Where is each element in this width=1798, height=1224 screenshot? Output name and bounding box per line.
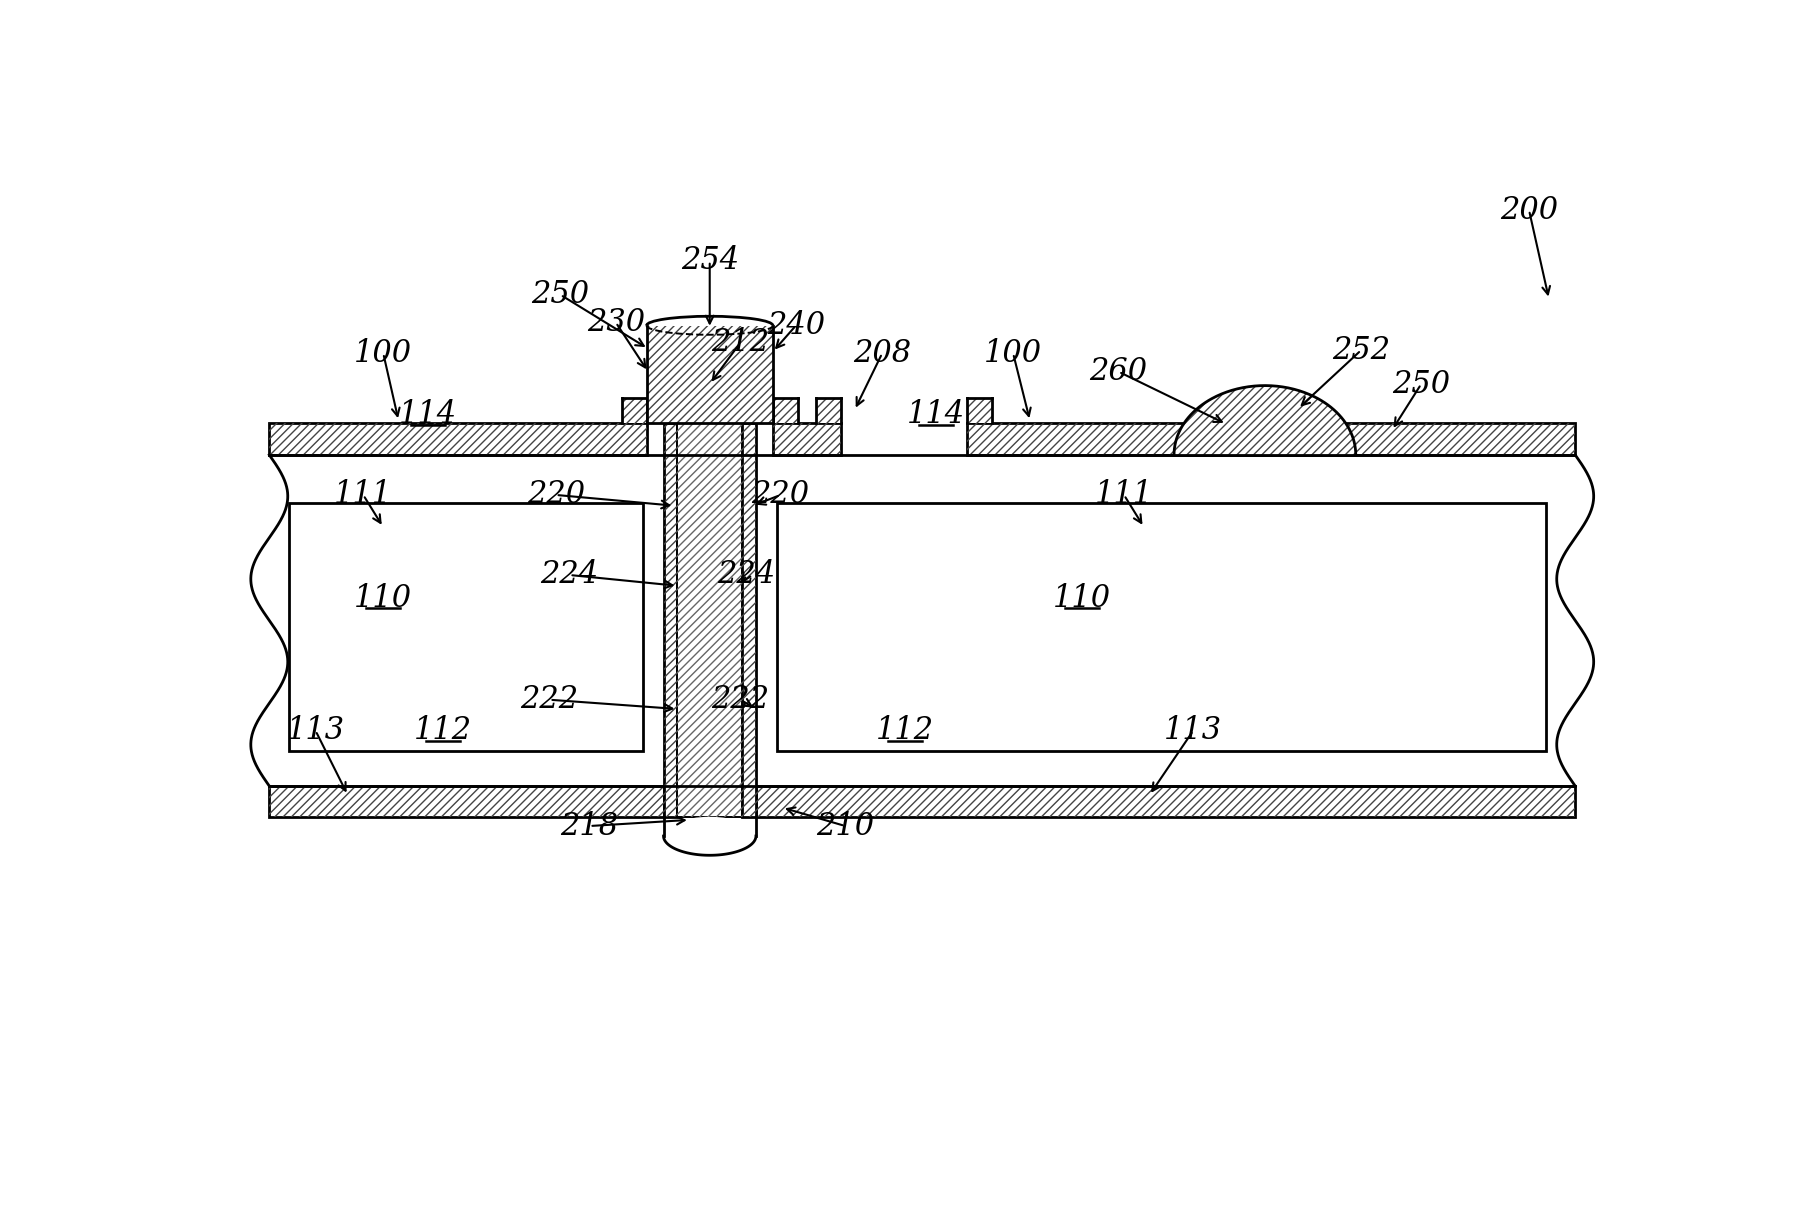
Text: 220: 220 bbox=[752, 480, 809, 510]
Text: 254: 254 bbox=[681, 245, 739, 277]
Text: 113: 113 bbox=[286, 715, 345, 747]
Bar bbox=[967, 398, 991, 422]
Bar bbox=[816, 398, 841, 422]
Bar bbox=[773, 398, 798, 422]
Bar bbox=[270, 786, 663, 816]
Text: 110: 110 bbox=[354, 583, 412, 613]
Bar bbox=[755, 786, 1575, 816]
Text: 240: 240 bbox=[768, 310, 825, 341]
Bar bbox=[270, 422, 647, 455]
Text: 224: 224 bbox=[541, 559, 599, 590]
Text: 260: 260 bbox=[1090, 356, 1147, 387]
Bar bbox=[647, 326, 773, 422]
Text: 100: 100 bbox=[354, 338, 412, 368]
Bar bbox=[622, 398, 647, 422]
Bar bbox=[967, 398, 991, 422]
Text: 222: 222 bbox=[712, 684, 770, 715]
Bar bbox=[967, 422, 1575, 455]
Text: 250: 250 bbox=[1392, 368, 1451, 399]
Bar bbox=[773, 422, 841, 455]
Bar bbox=[663, 422, 678, 816]
Ellipse shape bbox=[663, 816, 755, 856]
Text: 100: 100 bbox=[984, 338, 1043, 368]
Bar bbox=[622, 398, 647, 422]
Text: 111: 111 bbox=[334, 480, 392, 510]
Text: 230: 230 bbox=[586, 307, 645, 338]
Text: 220: 220 bbox=[527, 480, 584, 510]
Bar bbox=[678, 422, 743, 816]
Bar bbox=[270, 786, 663, 816]
Text: 218: 218 bbox=[561, 810, 619, 842]
Bar bbox=[773, 398, 798, 422]
Bar bbox=[678, 422, 743, 816]
Text: 110: 110 bbox=[1054, 583, 1111, 613]
Text: 114: 114 bbox=[399, 399, 457, 431]
Text: 200: 200 bbox=[1500, 195, 1559, 225]
Bar bbox=[270, 455, 1575, 786]
Bar bbox=[743, 422, 755, 816]
Text: 113: 113 bbox=[1165, 715, 1223, 747]
Text: 114: 114 bbox=[906, 399, 966, 431]
Text: 111: 111 bbox=[1095, 480, 1153, 510]
Text: 112: 112 bbox=[876, 715, 935, 747]
Text: 112: 112 bbox=[414, 715, 473, 747]
Bar bbox=[816, 398, 841, 422]
Text: 210: 210 bbox=[816, 810, 874, 842]
Text: 252: 252 bbox=[1332, 334, 1390, 366]
Polygon shape bbox=[1174, 386, 1356, 455]
Bar bbox=[647, 326, 773, 422]
Bar bbox=[743, 422, 755, 816]
Bar bbox=[289, 503, 642, 752]
Bar bbox=[777, 503, 1546, 752]
Bar bbox=[755, 786, 1575, 816]
Bar bbox=[773, 422, 841, 455]
Text: 250: 250 bbox=[530, 279, 590, 310]
Text: 208: 208 bbox=[852, 338, 912, 368]
Text: 222: 222 bbox=[520, 684, 579, 715]
Text: 212: 212 bbox=[712, 327, 770, 357]
Text: 224: 224 bbox=[717, 559, 775, 590]
Bar bbox=[663, 422, 678, 816]
Bar bbox=[967, 422, 1575, 455]
Bar bbox=[270, 422, 647, 455]
